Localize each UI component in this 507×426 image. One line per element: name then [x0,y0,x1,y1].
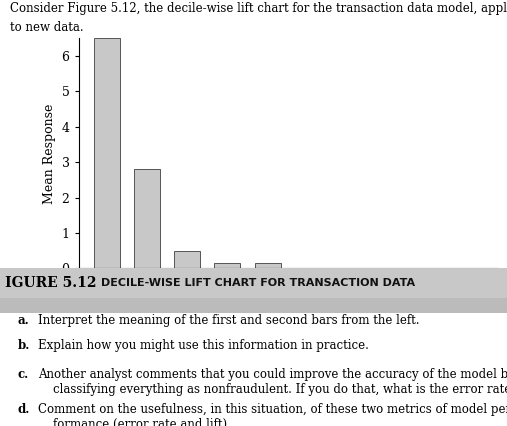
Text: Comment on the usefulness, in this situation, of these two metrics of model per-: Comment on the usefulness, in this situa… [38,403,507,426]
Text: Explain how you might use this information in practice.: Explain how you might use this informati… [38,339,369,352]
X-axis label: Percentile: Percentile [252,296,323,310]
Bar [134,169,160,268]
Text: c.: c. [18,368,29,382]
Text: d.: d. [18,403,30,416]
Bar [255,263,281,268]
Text: Another analyst comments that you could improve the accuracy of the model by
   : Another analyst comments that you could … [38,368,507,397]
Bar [0,298,507,313]
Text: DECILE-WISE LIFT CHART FOR TRANSACTION DATA: DECILE-WISE LIFT CHART FOR TRANSACTION D… [101,278,416,288]
Bar [214,263,240,268]
Text: b.: b. [18,339,30,352]
Bar [94,38,120,268]
Y-axis label: Mean Response: Mean Response [43,103,56,204]
Text: a.: a. [18,314,29,327]
Text: to new data.: to new data. [10,21,84,34]
Text: Interpret the meaning of the first and second bars from the left.: Interpret the meaning of the first and s… [38,314,419,327]
Text: IGURE 5.12: IGURE 5.12 [5,276,96,290]
Text: Consider Figure 5.12, the decile-wise lift chart for the transaction data model,: Consider Figure 5.12, the decile-wise li… [10,2,507,15]
Bar [174,250,200,268]
